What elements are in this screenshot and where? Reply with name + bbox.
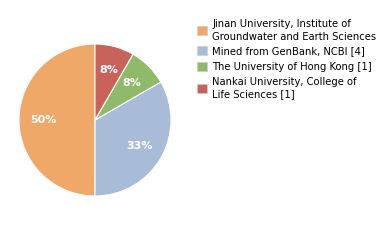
Text: 33%: 33% <box>127 141 153 151</box>
Legend: Jinan University, Institute of
Groundwater and Earth Sciences [6], Mined from Ge: Jinan University, Institute of Groundwat… <box>195 17 380 101</box>
Wedge shape <box>95 44 133 120</box>
Wedge shape <box>19 44 95 196</box>
Text: 8%: 8% <box>99 65 118 75</box>
Text: 8%: 8% <box>122 78 141 89</box>
Wedge shape <box>95 54 161 120</box>
Wedge shape <box>95 82 171 196</box>
Text: 50%: 50% <box>30 115 57 125</box>
